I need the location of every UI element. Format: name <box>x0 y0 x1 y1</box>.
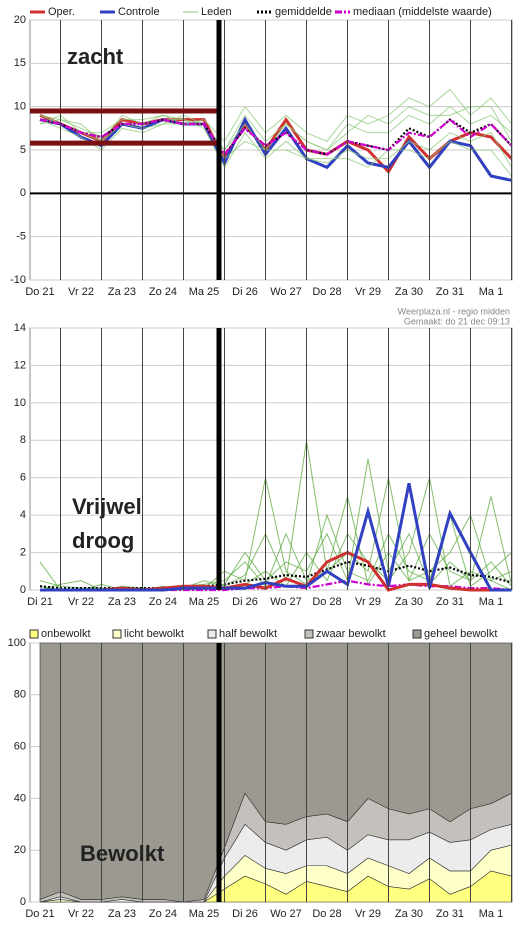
x-tick-label: Do 21 <box>25 908 54 920</box>
x-tick-label: Zo 24 <box>149 286 177 298</box>
y-tick-label: 0 <box>20 896 26 908</box>
y-tick-label: 0 <box>20 584 26 596</box>
legend-swatch <box>304 629 314 639</box>
member-line <box>39 88 512 151</box>
annotation: droog <box>72 528 134 553</box>
y-tick-label: 10 <box>14 101 26 113</box>
y-tick-label: 5 <box>20 144 26 156</box>
annotation: Vrijwel <box>72 494 142 519</box>
legend-swatch <box>412 629 422 639</box>
legend-label: zwaar bewolkt <box>316 628 386 640</box>
x-tick-label: Wo 27 <box>270 908 302 920</box>
y-tick-label: 20 <box>14 14 26 26</box>
x-tick-label: Za 30 <box>395 908 423 920</box>
source-note: Weerplaza.nl - regio midden <box>398 306 510 316</box>
x-tick-label: Za 30 <box>395 596 423 608</box>
x-tick-label: Wo 27 <box>270 596 302 608</box>
x-tick-label: Ma 25 <box>189 596 220 608</box>
x-tick-label: Ma 1 <box>479 286 503 298</box>
x-tick-label: Zo 31 <box>436 286 464 298</box>
x-tick-label: Za 23 <box>108 286 136 298</box>
x-tick-label: Ma 1 <box>479 596 503 608</box>
y-tick-label: 20 <box>14 844 26 856</box>
series-line <box>40 483 512 592</box>
series-line <box>39 118 513 157</box>
x-tick-label: Za 23 <box>108 908 136 920</box>
x-tick-label: Zo 24 <box>149 596 177 608</box>
x-tick-label: Wo 27 <box>270 286 302 298</box>
x-tick-label: Do 28 <box>312 286 341 298</box>
x-tick-label: Ma 1 <box>479 908 503 920</box>
x-tick-label: Zo 31 <box>436 596 464 608</box>
member-line <box>39 114 512 177</box>
y-tick-label: 60 <box>14 741 26 753</box>
legend-label: Controle <box>118 6 160 18</box>
x-tick-label: Vr 29 <box>355 286 381 298</box>
annotation: zacht <box>67 44 124 69</box>
x-tick-label: Di 26 <box>232 908 258 920</box>
legend-swatch <box>112 629 122 639</box>
y-tick-label: 2 <box>20 546 26 558</box>
x-tick-label: Za 30 <box>395 286 423 298</box>
x-tick-label: Vr 29 <box>355 596 381 608</box>
y-tick-label: 4 <box>20 509 26 521</box>
x-tick-label: Vr 22 <box>68 286 94 298</box>
x-tick-label: Di 26 <box>232 596 258 608</box>
series-line <box>39 116 512 182</box>
legend-label: Oper. <box>48 6 75 18</box>
legend-swatch <box>29 629 39 639</box>
y-tick-label: 0 <box>20 187 26 199</box>
legend-label: gemiddelde <box>275 6 332 18</box>
legend-label: geheel bewolkt <box>424 628 497 640</box>
y-tick-label: 8 <box>20 434 26 446</box>
x-tick-label: Di 21 <box>27 596 53 608</box>
x-tick-label: Ma 25 <box>189 286 220 298</box>
y-tick-label: -10 <box>10 274 26 286</box>
y-tick-label: 15 <box>14 57 26 69</box>
legend-label: Leden <box>201 6 232 18</box>
legend-label: licht bewolkt <box>124 628 184 640</box>
y-tick-label: 10 <box>14 397 26 409</box>
y-tick-label: 6 <box>20 472 26 484</box>
x-tick-label: Di 26 <box>232 286 258 298</box>
x-tick-label: Do 28 <box>312 596 341 608</box>
x-tick-label: Do 21 <box>25 286 54 298</box>
legend-label: onbewolkt <box>41 628 91 640</box>
x-tick-label: Zo 24 <box>149 908 177 920</box>
legend-label: half bewolkt <box>219 628 277 640</box>
source-note: Gemaakt: do 21 dec 09:13 <box>404 316 510 326</box>
y-tick-label: -5 <box>16 231 26 243</box>
x-tick-label: Ma 25 <box>189 908 220 920</box>
x-tick-label: Vr 29 <box>355 908 381 920</box>
y-tick-label: 40 <box>14 792 26 804</box>
series-line <box>39 560 512 590</box>
x-tick-label: Vr 22 <box>68 596 94 608</box>
legend-label: mediaan (middelste waarde) <box>353 6 492 18</box>
x-tick-label: Zo 31 <box>436 908 464 920</box>
y-tick-label: 14 <box>14 322 26 334</box>
y-tick-label: 80 <box>14 689 26 701</box>
legend-swatch <box>207 629 217 639</box>
annotation: Bewolkt <box>80 841 165 866</box>
x-tick-label: Do 28 <box>312 908 341 920</box>
y-tick-label: 12 <box>14 359 26 371</box>
y-tick-label: 100 <box>8 637 26 649</box>
x-tick-label: Za 23 <box>108 596 136 608</box>
x-tick-label: Vr 22 <box>68 908 94 920</box>
